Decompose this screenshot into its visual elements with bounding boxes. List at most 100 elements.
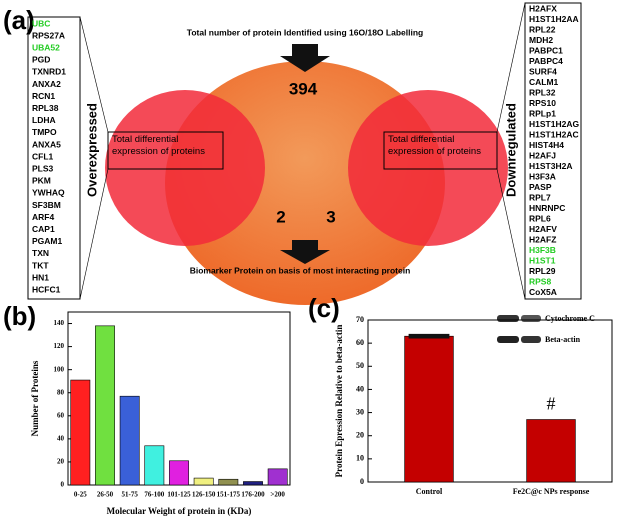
list-item: RCN1 [32, 91, 55, 101]
bar [243, 482, 262, 485]
list-item: H2AFV [529, 224, 557, 234]
x-tick-label: 51-75 [121, 491, 138, 499]
list-item: RPL7 [529, 192, 551, 202]
x-tick-label: 0-25 [74, 491, 87, 499]
x-axis-label: Molecular Weight of protein in (KDa) [107, 506, 252, 516]
x-tick-label: 126-150 [192, 491, 216, 499]
list-item: RPL22 [529, 24, 556, 34]
panel-label: (b) [3, 301, 36, 331]
bar [120, 396, 139, 485]
y-tick-label: 50 [356, 361, 364, 370]
list-item: ANXA5 [32, 139, 61, 149]
list-item: HIST4H4 [529, 140, 564, 150]
list-item: RPL38 [32, 103, 59, 113]
list-item: TMPO [32, 127, 57, 137]
list-item: PABPC4 [529, 56, 563, 66]
list-item: H1ST1H2AA [529, 14, 579, 24]
list-item: PABPC1 [529, 45, 563, 55]
list-item: RPS8 [529, 276, 551, 286]
bar [71, 380, 90, 485]
count: 2 [276, 207, 285, 226]
panel-label: (a) [3, 5, 35, 35]
list-item: HNRNPC [529, 203, 565, 213]
list-item: CFL1 [32, 151, 54, 161]
list-item: RPL32 [529, 87, 556, 97]
y-tick-label: 40 [57, 434, 65, 442]
bar [145, 446, 164, 485]
count: 394 [289, 79, 318, 98]
y-tick-label: 60 [57, 411, 65, 419]
list-item: LDHA [32, 115, 56, 125]
error-bar [409, 334, 450, 339]
top-text: Total number of protein Identified using… [187, 27, 423, 37]
y-tick-label: 140 [54, 319, 65, 327]
side-label: Downregulated [503, 103, 518, 197]
list-item: CAP1 [32, 224, 55, 234]
list-item: HCFC1 [32, 284, 61, 294]
list-item: H1ST1 [529, 255, 556, 265]
list-item: H2AFZ [529, 234, 556, 244]
y-tick-label: 20 [57, 458, 65, 466]
list-item: H1ST1H2AG [529, 119, 579, 129]
y-tick-label: 0 [360, 477, 364, 486]
list-item: TXN [32, 248, 49, 258]
box-label: Total differential expression of protein… [110, 134, 221, 167]
bottom-text: Biomarker Protein on basis of most inter… [190, 265, 411, 275]
list-item: RPL6 [529, 213, 551, 223]
list-item: SF3BM [32, 200, 61, 210]
list-item: TXNRD1 [32, 67, 66, 77]
list-item: ARF4 [32, 212, 54, 222]
x-tick-label: 26-50 [97, 491, 114, 499]
bar [95, 326, 114, 485]
list-item: UBA52 [32, 42, 60, 52]
list-item: H1ST3H2A [529, 161, 572, 171]
y-tick-label: 100 [54, 365, 65, 373]
y-tick-label: 30 [356, 407, 364, 416]
x-tick-label: 76-100 [144, 491, 164, 499]
list-item: H1ST1H2AC [529, 129, 579, 139]
list-item: CALM1 [529, 77, 559, 87]
box-text: Total differential expression of protein… [110, 134, 221, 158]
box-label: Total differential expression of protein… [386, 134, 496, 167]
blot [497, 315, 541, 343]
y-axis-label: Number of Proteins [30, 360, 40, 436]
inset-label: Cytochrome C [545, 314, 595, 323]
list-item: HN1 [32, 272, 49, 282]
bar [405, 336, 454, 482]
list-item: H2AFX [529, 3, 557, 13]
bar [194, 478, 213, 485]
panel-label: (c) [308, 293, 340, 323]
list-item: RPS10 [529, 98, 556, 108]
bar [527, 420, 576, 482]
bar [268, 469, 287, 485]
list-item: H3F3A [529, 171, 556, 181]
list-item: H3F3B [529, 245, 556, 255]
list-item: UBC [32, 18, 50, 28]
bar [169, 461, 188, 485]
y-axis-label: Protein Epression Relative to beta-actin [334, 325, 344, 478]
y-tick-label: 10 [356, 454, 364, 463]
x-tick-label: 151-175 [217, 491, 241, 499]
inset-label: Beta-actin [545, 335, 581, 344]
list-item: RPL29 [529, 266, 556, 276]
list-item: PKM [32, 176, 51, 186]
list-item: TKT [32, 260, 49, 270]
right-set [348, 90, 508, 246]
x-tick-label: >200 [270, 491, 285, 499]
y-tick-label: 70 [356, 315, 364, 324]
bar [219, 479, 238, 485]
y-tick-label: 80 [57, 388, 65, 396]
y-tick-label: 40 [356, 384, 364, 393]
list-item: PLS3 [32, 163, 54, 173]
y-tick-label: 20 [356, 431, 364, 440]
list-item: PGAM1 [32, 236, 63, 246]
list-item: SURF4 [529, 66, 557, 76]
y-tick-label: 0 [61, 481, 65, 489]
x-tick-label: 101-125 [167, 491, 191, 499]
side-label: Overexpressed [84, 103, 99, 197]
count: 3 [326, 207, 335, 226]
x-tick-label: 176-200 [241, 491, 265, 499]
x-tick-label: Control [416, 487, 443, 496]
x-tick-label: Fe2C@c NPs response [513, 487, 590, 496]
list-item: CoX5A [529, 287, 557, 297]
